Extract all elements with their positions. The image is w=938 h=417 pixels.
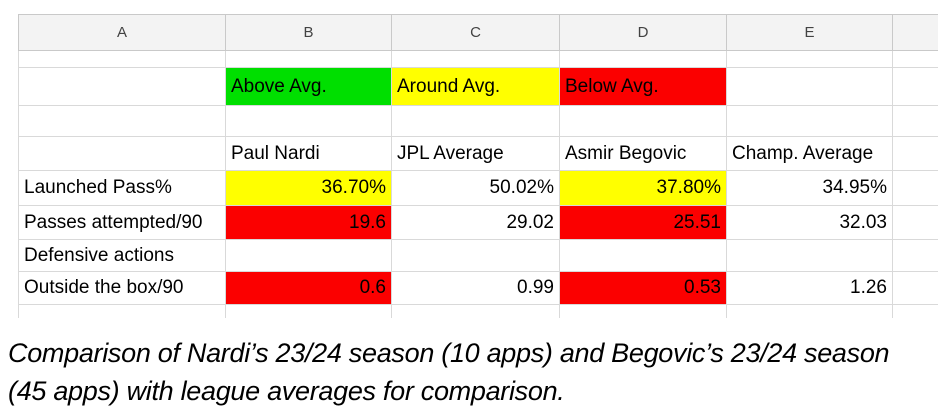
empty-cell[interactable] xyxy=(892,205,938,240)
empty-cell[interactable] xyxy=(391,105,560,137)
column-header-d[interactable]: D xyxy=(559,14,727,51)
empty-cell[interactable] xyxy=(892,170,938,206)
column-header-b[interactable]: B xyxy=(225,14,392,51)
column-header-a[interactable]: A xyxy=(18,14,226,51)
empty-cell[interactable] xyxy=(18,67,226,106)
empty-cell[interactable] xyxy=(892,136,938,171)
value-cell[interactable]: 29.02 xyxy=(391,205,560,240)
legend-row: Above Avg. Around Avg. Below Avg. xyxy=(18,67,938,106)
series-header-asmir-begovic[interactable]: Asmir Begovic xyxy=(559,136,727,171)
table-row-passes-attempted: Passes attempted/90 19.6 29.02 25.51 32.… xyxy=(18,205,938,240)
sheet-grid: A B C D E Above Avg. Around Avg. Below A… xyxy=(18,14,938,318)
empty-cell[interactable] xyxy=(18,136,226,171)
column-header-row: A B C D E xyxy=(18,14,938,51)
row-label[interactable]: Defensive actions xyxy=(18,239,226,272)
value-cell[interactable]: 0.6 xyxy=(225,271,392,305)
empty-cell[interactable] xyxy=(892,271,938,305)
legend-below-avg-cell[interactable]: Below Avg. xyxy=(559,67,727,106)
value-cell[interactable]: 36.70% xyxy=(225,170,392,206)
empty-cell[interactable] xyxy=(559,304,727,318)
row-label[interactable]: Launched Pass% xyxy=(18,170,226,206)
empty-cell[interactable] xyxy=(18,304,226,318)
value-cell[interactable]: 32.03 xyxy=(726,205,893,240)
value-cell[interactable]: 37.80% xyxy=(559,170,727,206)
empty-cell[interactable] xyxy=(726,50,893,68)
empty-cell[interactable] xyxy=(225,304,392,318)
empty-cell[interactable] xyxy=(892,67,938,106)
value-cell[interactable]: 19.6 xyxy=(225,205,392,240)
empty-cell[interactable] xyxy=(559,50,727,68)
empty-cell[interactable] xyxy=(18,105,226,137)
empty-cell[interactable] xyxy=(892,239,938,272)
table-row-launched-pass: Launched Pass% 36.70% 50.02% 37.80% 34.9… xyxy=(18,170,938,206)
value-cell[interactable]: 1.26 xyxy=(726,271,893,305)
empty-cell[interactable] xyxy=(726,304,893,318)
empty-row xyxy=(18,304,938,318)
empty-row xyxy=(18,50,938,68)
legend-around-avg-cell[interactable]: Around Avg. xyxy=(391,67,560,106)
empty-cell[interactable] xyxy=(559,105,727,137)
series-header-paul-nardi[interactable]: Paul Nardi xyxy=(225,136,392,171)
value-cell[interactable]: 0.53 xyxy=(559,271,727,305)
legend-above-avg-cell[interactable]: Above Avg. xyxy=(225,67,392,106)
empty-cell[interactable] xyxy=(225,105,392,137)
empty-cell[interactable] xyxy=(892,105,938,137)
empty-cell[interactable] xyxy=(391,304,560,318)
value-cell[interactable]: 50.02% xyxy=(391,170,560,206)
row-label[interactable]: Passes attempted/90 xyxy=(18,205,226,240)
series-header-champ-average[interactable]: Champ. Average xyxy=(726,136,893,171)
empty-cell[interactable] xyxy=(892,304,938,318)
value-cell[interactable]: 34.95% xyxy=(726,170,893,206)
value-cell[interactable] xyxy=(391,239,560,272)
value-cell[interactable] xyxy=(225,239,392,272)
value-cell[interactable] xyxy=(559,239,727,272)
value-cell[interactable]: 25.51 xyxy=(559,205,727,240)
table-row-outside-the-box: Outside the box/90 0.6 0.99 0.53 1.26 xyxy=(18,271,938,305)
series-header-jpl-average[interactable]: JPL Average xyxy=(391,136,560,171)
empty-cell[interactable] xyxy=(726,67,893,106)
empty-cell[interactable] xyxy=(892,50,938,68)
table-row-defensive-actions: Defensive actions xyxy=(18,239,938,272)
value-cell[interactable]: 0.99 xyxy=(391,271,560,305)
column-header-e[interactable]: E xyxy=(726,14,893,51)
empty-row xyxy=(18,105,938,137)
column-header-c[interactable]: C xyxy=(391,14,560,51)
column-header-f-partial[interactable] xyxy=(892,14,938,51)
value-cell[interactable] xyxy=(726,239,893,272)
empty-cell[interactable] xyxy=(726,105,893,137)
row-label[interactable]: Outside the box/90 xyxy=(18,271,226,305)
empty-cell[interactable] xyxy=(18,50,226,68)
series-header-row: Paul Nardi JPL Average Asmir Begovic Cha… xyxy=(18,136,938,171)
empty-cell[interactable] xyxy=(391,50,560,68)
table-caption: Comparison of Nardi’s 23/24 season (10 a… xyxy=(8,338,890,407)
empty-cell[interactable] xyxy=(225,50,392,68)
